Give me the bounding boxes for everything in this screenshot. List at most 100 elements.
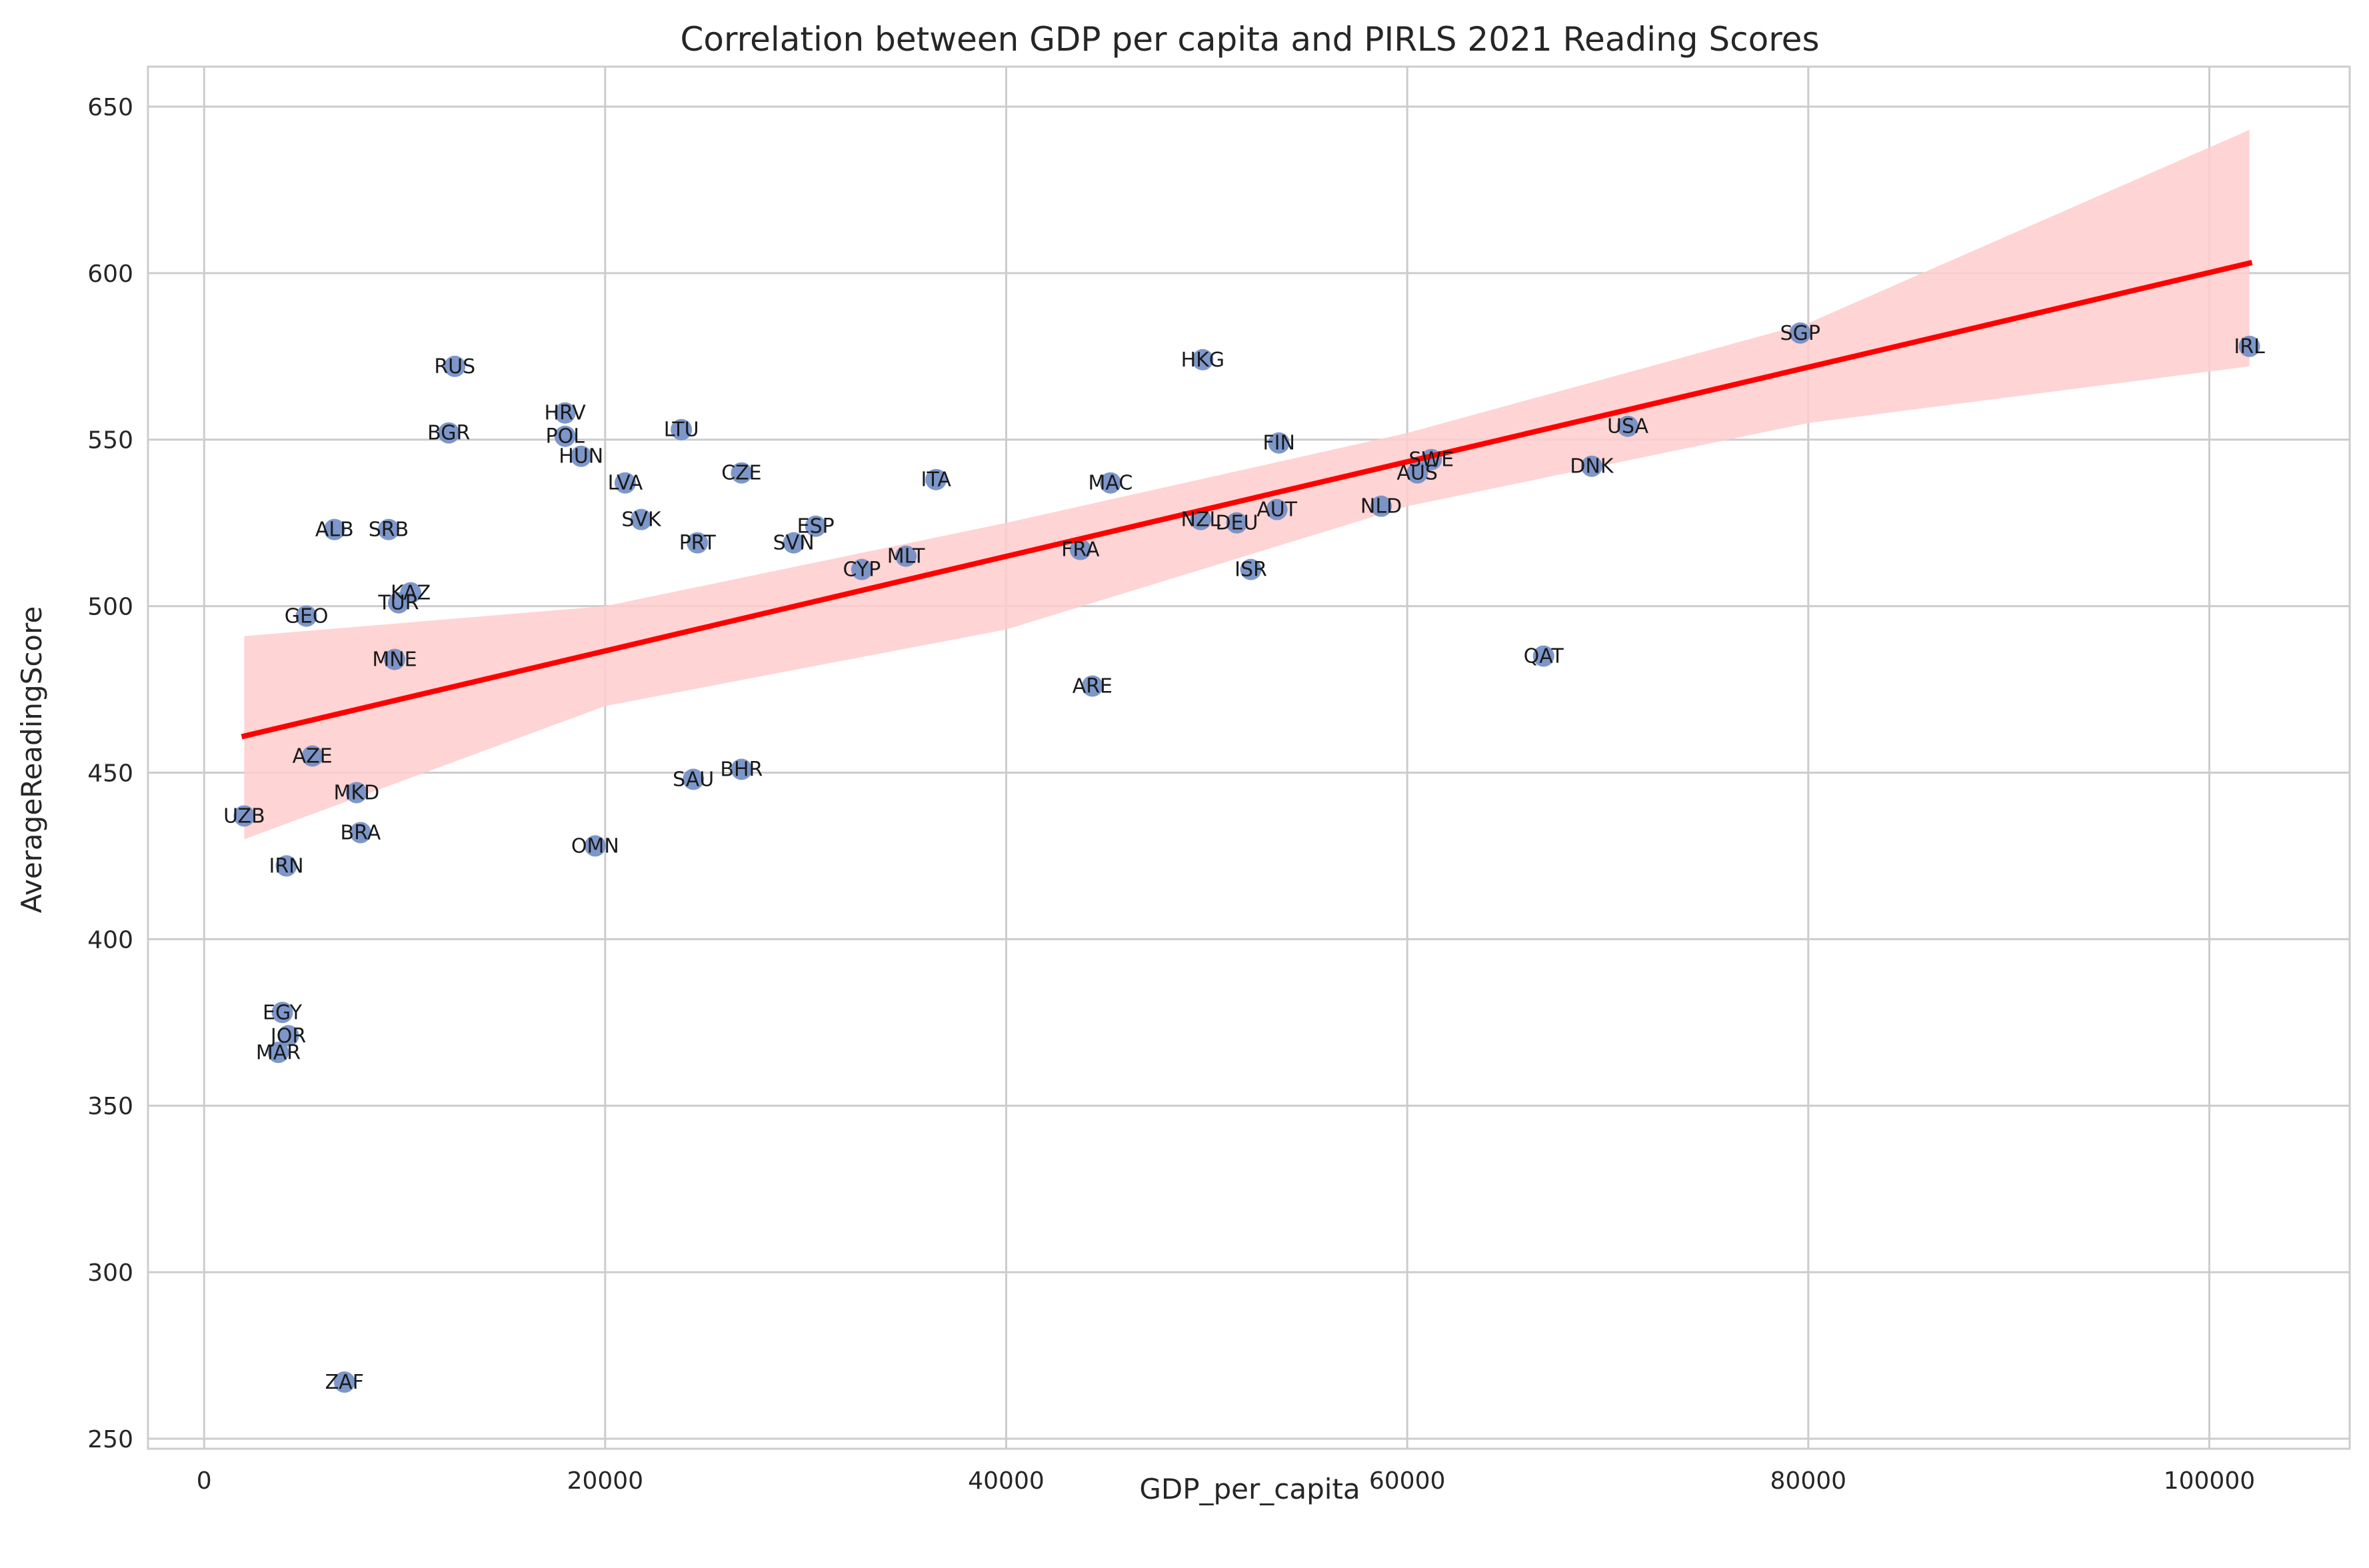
point-label-alb: ALB (315, 518, 354, 542)
point-label-cyp: CYP (843, 558, 881, 582)
data-point-irn (275, 855, 297, 877)
point-label-bra: BRA (341, 821, 381, 844)
y-tick-label: 350 (87, 1093, 133, 1120)
point-label-aus: AUS (1396, 462, 1438, 485)
y-tick-label: 400 (87, 926, 133, 954)
y-tick-label: 650 (87, 94, 133, 121)
point-label-aze: AZE (293, 745, 333, 768)
point-label-ita: ITA (921, 468, 952, 492)
point-label-isr: ISR (1234, 558, 1267, 582)
data-point-irl (2238, 335, 2260, 357)
data-point-mlt (895, 545, 917, 567)
point-label-aut: AUT (1256, 498, 1297, 522)
point-label-mne: MNE (372, 648, 417, 672)
x-tick-label: 80000 (1770, 1467, 1847, 1495)
data-point-geo (295, 605, 317, 627)
data-point-hrv (554, 402, 576, 424)
data-point-prt (687, 532, 709, 554)
point-label-hun: HUN (559, 445, 603, 468)
point-label-tur: TUR (377, 592, 419, 615)
data-point-cze (731, 462, 753, 484)
point-label-fin: FIN (1262, 432, 1295, 455)
x-tick-label: 0 (197, 1467, 212, 1495)
point-label-mar: MAR (256, 1041, 301, 1064)
data-point-ltu (671, 418, 693, 440)
data-point-srb (377, 518, 399, 540)
point-label-hkg: HKG (1181, 349, 1224, 372)
data-point-sau (683, 768, 705, 790)
x-tick-label: 40000 (968, 1467, 1045, 1495)
y-axis-label: AverageReadingScore (15, 606, 48, 914)
x-axis-label: GDP_per_capita (1139, 1473, 1360, 1505)
confidence-band (244, 129, 2250, 840)
data-point-egy (271, 1002, 293, 1024)
data-point-uzb (233, 805, 255, 827)
point-label-nld: NLD (1360, 495, 1402, 518)
data-point-ita (925, 468, 947, 490)
y-tick-label: 500 (87, 594, 133, 621)
data-point-fra (1069, 538, 1091, 560)
point-label-svn: SVN (773, 532, 815, 555)
point-label-pol: POL (545, 425, 585, 448)
point-label-lva: LVA (608, 472, 643, 495)
data-point-fin (1268, 432, 1290, 454)
data-point-jor (277, 1025, 299, 1047)
point-label-fra: FRA (1061, 538, 1100, 562)
data-point-aze (301, 745, 323, 767)
point-label-usa: USA (1607, 415, 1649, 438)
data-point-aus (1406, 462, 1428, 484)
point-label-qat: QAT (1524, 645, 1564, 668)
point-label-sau: SAU (673, 768, 714, 791)
confidence-band-group (244, 129, 2250, 840)
point-label-deu: DEU (1215, 512, 1258, 535)
point-label-esp: ESP (797, 515, 835, 538)
point-label-kaz: KAZ (391, 582, 431, 605)
data-point-svn (783, 532, 805, 554)
data-point-zaf (333, 1371, 355, 1393)
data-point-rus (444, 355, 466, 377)
point-label-jor: JOR (269, 1024, 306, 1048)
point-label-are: ARE (1073, 675, 1113, 698)
point-label-swe: SWE (1408, 448, 1454, 472)
data-point-tur (388, 592, 410, 614)
y-tick-label: 250 (87, 1426, 133, 1453)
data-point-bra (349, 822, 371, 844)
data-point-mkd (345, 782, 367, 804)
point-label-nzl: NZL (1181, 508, 1220, 532)
point-label-bgr: BGR (427, 422, 470, 445)
y-tick-label: 300 (87, 1259, 133, 1287)
point-label-dnk: DNK (1570, 455, 1614, 478)
data-point-hkg (1192, 349, 1214, 371)
point-label-rus: RUS (434, 355, 475, 379)
data-point-qat (1532, 645, 1554, 667)
point-label-mac: MAC (1089, 472, 1133, 495)
point-label-egy: EGY (263, 1001, 303, 1024)
regression-line (241, 260, 2253, 740)
grid (148, 67, 2350, 1449)
data-point-cyp (851, 558, 873, 580)
data-point-bgr (438, 422, 460, 444)
plot-frame (147, 65, 2351, 1450)
point-label-uzb: UZB (223, 804, 265, 828)
point-label-bhr: BHR (720, 758, 763, 781)
point-label-ltu: LTU (664, 418, 699, 442)
data-point-usa (1617, 415, 1639, 437)
point-label-irl: IRL (2234, 335, 2265, 359)
point-label-svk: SVK (621, 508, 662, 532)
data-point-sgp (1789, 322, 1811, 344)
point-label-mlt: MLT (887, 545, 925, 568)
data-point-alb (323, 518, 345, 540)
data-points (233, 322, 2260, 1393)
data-point-bhr (731, 758, 753, 780)
y-tick-label: 600 (87, 261, 133, 288)
point-label-hrv: HRV (545, 402, 587, 425)
y-tick-label: 450 (87, 760, 133, 787)
point-label-omn: OMN (571, 834, 619, 858)
point-label-sgp: SGP (1780, 322, 1820, 345)
point-label-cze: CZE (721, 462, 761, 485)
data-point-aut (1266, 498, 1288, 520)
data-point-omn (584, 835, 606, 857)
